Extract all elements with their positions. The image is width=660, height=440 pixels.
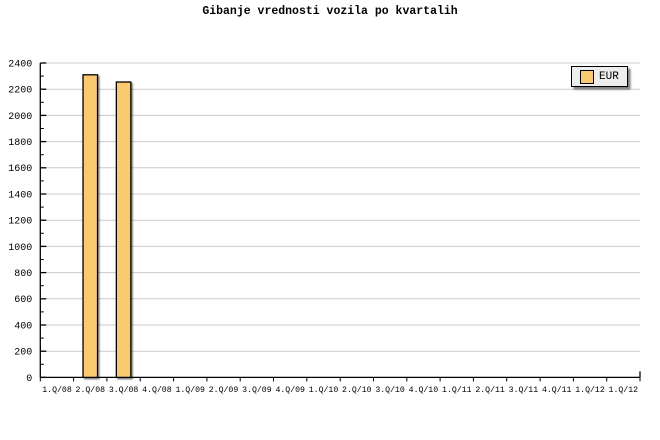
svg-text:4.Q/10: 4.Q/10 <box>409 385 439 395</box>
svg-text:1.Q/08: 1.Q/08 <box>42 385 72 395</box>
svg-text:2200: 2200 <box>8 86 32 97</box>
svg-text:3.Q/11: 3.Q/11 <box>509 385 539 395</box>
svg-text:3.Q/10: 3.Q/10 <box>375 385 405 395</box>
svg-text:2.Q/08: 2.Q/08 <box>76 385 106 395</box>
svg-text:1.Q/12: 1.Q/12 <box>609 385 639 395</box>
svg-text:1800: 1800 <box>8 138 32 149</box>
svg-text:1600: 1600 <box>8 164 32 175</box>
svg-text:2.Q/10: 2.Q/10 <box>342 385 372 395</box>
svg-text:400: 400 <box>14 321 32 332</box>
svg-text:600: 600 <box>14 295 32 306</box>
svg-text:4.Q/09: 4.Q/09 <box>275 385 305 395</box>
svg-text:2000: 2000 <box>8 112 32 123</box>
svg-text:800: 800 <box>14 269 32 280</box>
svg-text:2400: 2400 <box>8 59 32 70</box>
svg-text:1200: 1200 <box>8 217 32 228</box>
svg-text:2.Q/09: 2.Q/09 <box>209 385 239 395</box>
svg-text:4.Q/08: 4.Q/08 <box>142 385 172 395</box>
svg-text:200: 200 <box>14 348 32 359</box>
svg-text:1.Q/09: 1.Q/09 <box>175 385 205 395</box>
svg-text:2.Q/11: 2.Q/11 <box>475 385 505 395</box>
svg-text:0: 0 <box>26 374 32 385</box>
svg-text:1.Q/11: 1.Q/11 <box>442 385 472 395</box>
svg-text:3.Q/09: 3.Q/09 <box>242 385 272 395</box>
svg-text:1.Q/12: 1.Q/12 <box>575 385 605 395</box>
svg-text:1400: 1400 <box>8 190 32 201</box>
svg-text:1.Q/10: 1.Q/10 <box>309 385 339 395</box>
svg-text:1000: 1000 <box>8 243 32 254</box>
svg-text:4.Q/11: 4.Q/11 <box>542 385 572 395</box>
svg-text:3.Q/08: 3.Q/08 <box>109 385 139 395</box>
